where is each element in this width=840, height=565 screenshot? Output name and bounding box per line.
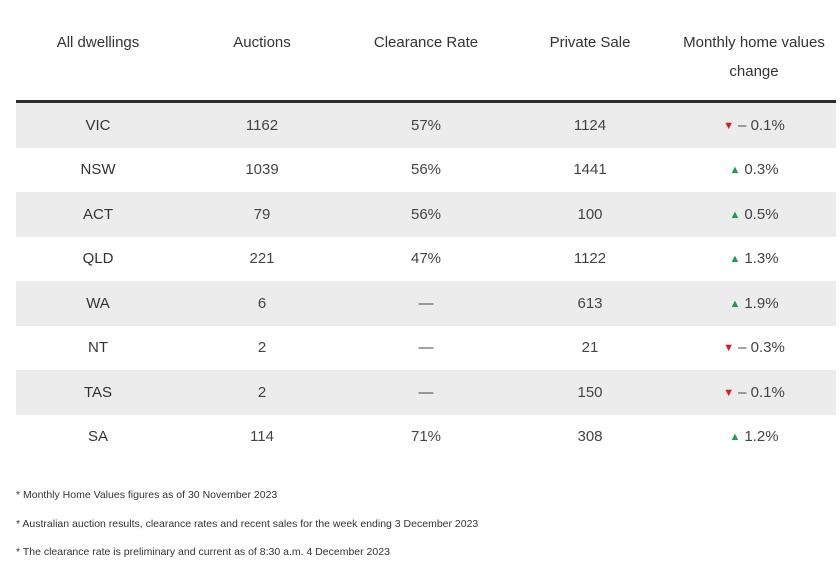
table-row: VIC 1162 57% 1124 ▼ – 0.1% xyxy=(16,101,836,148)
private-sale-cell: 100 xyxy=(508,192,672,237)
triangle-down-icon: ▼ xyxy=(723,342,735,355)
table-header: All dwellings Auctions Clearance Rate Pr… xyxy=(16,24,836,103)
change-value: 1.2% xyxy=(744,428,779,446)
column-header-private-sale: Private Sale xyxy=(508,24,672,103)
region-cell: TAS xyxy=(16,370,180,415)
auctions-cell: 1039 xyxy=(245,161,279,179)
change-value: 0.5% xyxy=(744,205,779,223)
region-cell: VIC xyxy=(16,101,180,148)
change-value: – 0.1% xyxy=(738,116,785,134)
private-sale-cell: 150 xyxy=(508,370,672,415)
auctions-cell: 114 xyxy=(250,428,274,446)
clearance-rate-cell: 71% xyxy=(410,428,442,446)
column-header-monthly-change: Monthly home values change xyxy=(672,24,836,103)
private-sale-cell: 1124 xyxy=(508,101,672,148)
table-row: NSW 1039 56% 1441 ▲ 0.3% xyxy=(16,148,836,193)
clearance-rate-cell: 57% xyxy=(344,101,508,148)
clearance-rate-cell: 47% xyxy=(410,250,442,268)
table-row: TAS 2—150 ▼ – 0.1% xyxy=(16,370,836,415)
change-value: 1.9% xyxy=(744,294,779,312)
triangle-up-icon: ▲ xyxy=(729,208,741,221)
region-cell: SA xyxy=(87,428,108,446)
monthly-change-cell: ▼ – 0.1% xyxy=(672,370,836,415)
private-sale-cell: 613 xyxy=(508,281,672,326)
private-sale-cell: 1441 xyxy=(573,161,607,179)
change-value: 1.3% xyxy=(744,250,779,268)
auctions-cell: 2 xyxy=(180,370,344,415)
table-row: NT 2 — 21 ▼ – 0.3% xyxy=(16,326,836,371)
auctions-cell: 2 xyxy=(257,339,267,357)
triangle-down-icon: ▼ xyxy=(723,119,735,132)
monthly-change-cell: ▲ 1.3% xyxy=(672,237,836,282)
triangle-up-icon: ▲ xyxy=(729,297,741,310)
footnote: * Australian auction results, clearance … xyxy=(16,517,479,530)
region-cell: WA xyxy=(16,281,180,326)
triangle-up-icon: ▲ xyxy=(729,164,741,177)
region-cell: ACT xyxy=(16,192,180,237)
private-sale-cell: 308 xyxy=(577,428,603,446)
region-cell: QLD xyxy=(82,250,114,268)
footnotes: * Monthly Home Values figures as of 30 N… xyxy=(16,487,478,565)
triangle-up-icon: ▲ xyxy=(729,253,741,266)
private-sale-cell: 1122 xyxy=(573,250,607,268)
monthly-change-cell: ▲ 0.3% xyxy=(672,148,836,193)
change-value: – 0.3% xyxy=(738,339,785,357)
table-body: VIC 1162 57% 1124 ▼ – 0.1% NSW 1039 56% 1441 ▲ 0.3%… xyxy=(16,101,836,460)
change-value: 0.3% xyxy=(744,161,779,179)
footnote: * Monthly Home Values figures as of 30 N… xyxy=(16,489,278,501)
clearance-rate-cell: — xyxy=(344,281,508,326)
clearance-rate-cell: 56% xyxy=(410,161,442,179)
auction-results-table: All dwellings Auctions Clearance Rate Pr… xyxy=(16,24,836,459)
column-header-auctions: Auctions xyxy=(180,24,344,103)
monthly-change-cell: ▲ 0.5% xyxy=(672,192,836,237)
clearance-rate-cell: 56% xyxy=(344,192,508,237)
triangle-down-icon: ▼ xyxy=(723,386,735,399)
table-row: WA 6—613 ▲ 1.9% xyxy=(16,281,836,326)
clearance-rate-cell: — xyxy=(344,370,508,415)
auctions-cell: 79 xyxy=(180,192,344,237)
region-cell: NSW xyxy=(80,161,116,179)
column-header-all-dwellings: All dwellings xyxy=(16,24,180,103)
auctions-cell: 221 xyxy=(249,250,275,268)
clearance-rate-cell: — xyxy=(418,339,434,357)
private-sale-cell: 21 xyxy=(581,339,599,357)
triangle-up-icon: ▲ xyxy=(729,431,741,444)
table-row: QLD 221 47% 1122 ▲ 1.3% xyxy=(16,237,836,282)
auctions-cell: 1162 xyxy=(180,101,344,148)
column-header-clearance-rate: Clearance Rate xyxy=(344,24,508,103)
region-cell: NT xyxy=(88,339,108,357)
monthly-change-cell: ▲ 1.9% xyxy=(672,281,836,326)
header-row: All dwellings Auctions Clearance Rate Pr… xyxy=(16,24,836,103)
monthly-change-cell: ▲ 1.2% xyxy=(672,415,836,460)
change-value: – 0.1% xyxy=(738,383,785,401)
footnote: * The clearance rate is preliminary and … xyxy=(16,546,390,558)
table-row: ACT 79 56% 100 ▲ 0.5% xyxy=(16,192,836,237)
monthly-change-cell: ▼ – 0.1% xyxy=(672,101,836,148)
auctions-cell: 6 xyxy=(180,281,344,326)
monthly-change-cell: ▼ – 0.3% xyxy=(672,326,836,371)
table-row: SA 114 71% 308 ▲ 1.2% xyxy=(16,415,836,460)
